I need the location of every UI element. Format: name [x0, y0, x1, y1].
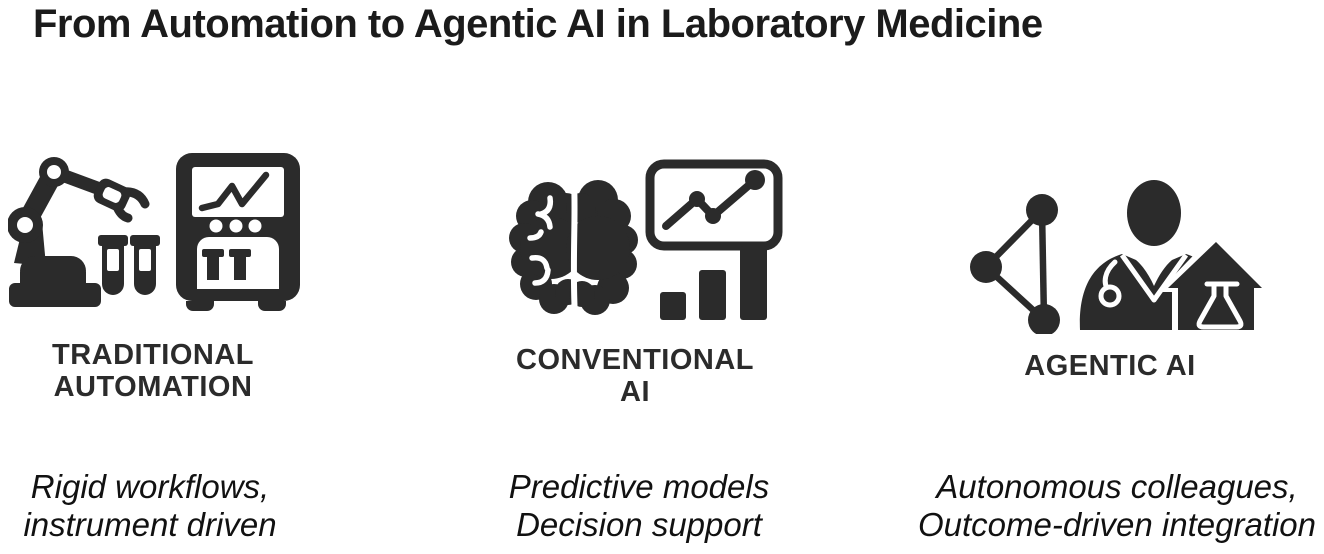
- description-line: Outcome-driven integration: [917, 506, 1317, 543]
- agentic-ai-icons: [970, 180, 1264, 334]
- traditional-automation-icons: [8, 153, 300, 311]
- robot-arm-icon: [8, 157, 150, 307]
- agentic-ai-description: Autonomous colleagues, Outcome-driven in…: [910, 468, 1324, 544]
- conventional-ai-icons: [509, 159, 783, 320]
- traditional-automation-description: Rigid workflows, instrument driven: [0, 468, 300, 544]
- test-tubes-icon: [98, 235, 160, 295]
- network-icon: [970, 194, 1060, 334]
- label-line: CONVENTIONAL: [516, 344, 754, 376]
- description-line: Predictive models: [508, 468, 770, 505]
- conventional-ai-description: Predictive models Decision support: [484, 468, 794, 544]
- label-line: AUTOMATION: [53, 371, 253, 403]
- description-line: Rigid workflows,: [30, 468, 270, 505]
- agentic-ai-label: AGENTIC AI: [930, 350, 1290, 382]
- description-line: Decision support: [516, 506, 762, 543]
- label-line: TRADITIONAL: [51, 339, 255, 371]
- trend-chart-screen-icon: [645, 159, 783, 251]
- traditional-automation-label: TRADITIONAL AUTOMATION: [0, 339, 306, 403]
- bar-chart-icon: [660, 246, 767, 320]
- conventional-ai-label: CONVENTIONAL AI: [480, 344, 790, 408]
- analyzer-icon: [176, 153, 300, 311]
- label-line: AGENTIC AI: [1024, 350, 1196, 382]
- description-line: Autonomous colleagues,: [936, 468, 1298, 505]
- label-line: AI: [620, 376, 650, 408]
- lab-house-icon: [1158, 232, 1264, 334]
- description-line: instrument driven: [23, 506, 277, 543]
- figure-title: From Automation to Agentic AI in Laborat…: [33, 2, 1043, 46]
- brain-icon: [509, 180, 638, 318]
